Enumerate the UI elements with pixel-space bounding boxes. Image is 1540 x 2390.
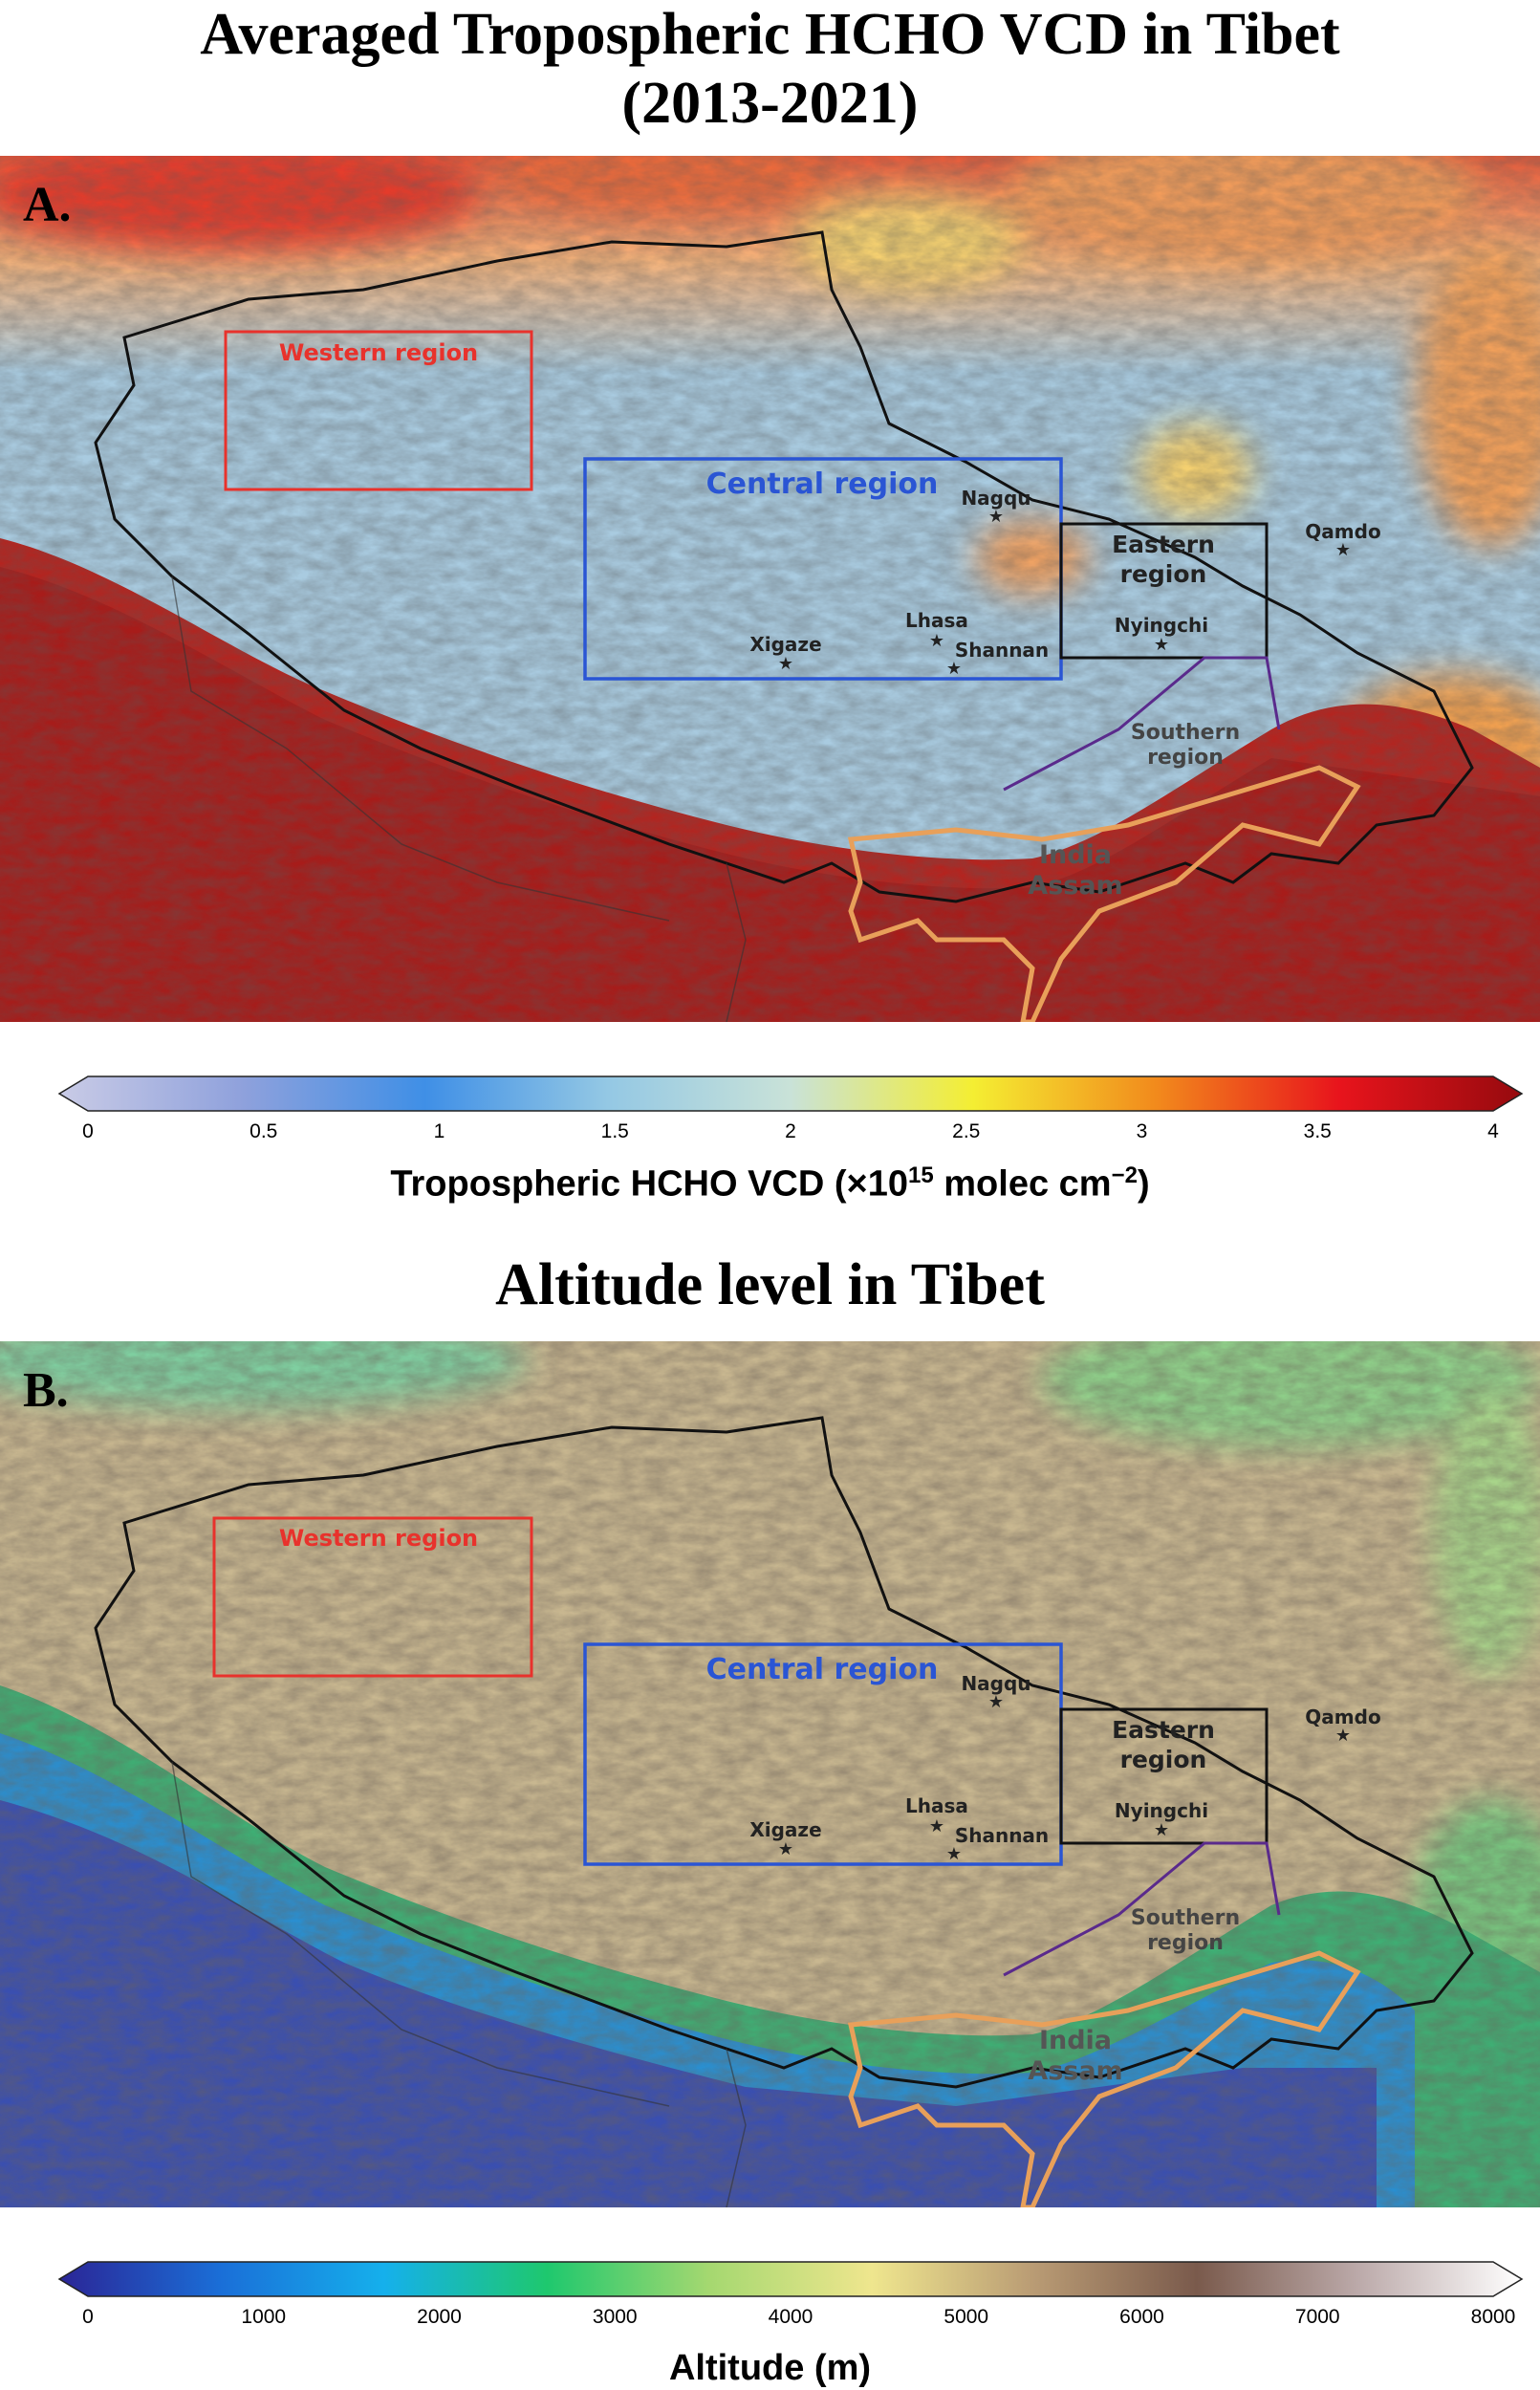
eastern-region-label-2: region bbox=[1120, 560, 1207, 588]
western-region-box bbox=[224, 330, 533, 491]
border-line bbox=[171, 576, 670, 922]
city-nagqu: Nagqu bbox=[961, 487, 1030, 510]
hcho-cb-title-exp2: −2 bbox=[1111, 1162, 1138, 1188]
central-region-label: Central region bbox=[706, 467, 939, 501]
border-line bbox=[171, 1761, 670, 2107]
altitude-map: Western region Central region Eastern re… bbox=[0, 1341, 1540, 2207]
city-qamdo: Qamdo bbox=[1305, 1706, 1380, 1728]
southern-region-outline bbox=[1003, 1841, 1281, 1977]
hcho-cb-title-prefix: Tropospheric HCHO VCD (×10 bbox=[390, 1163, 908, 1205]
altitude-colorbar-tick-label: 0 bbox=[82, 2306, 94, 2328]
southern-region-label-2: region bbox=[1147, 746, 1224, 770]
altitude-colorbar-tick-label: 3000 bbox=[592, 2306, 638, 2328]
city-nyingchi: Nyingchi bbox=[1115, 1799, 1208, 1822]
star-icon: ★ bbox=[1154, 635, 1169, 654]
southern-region-label-1: Southern bbox=[1131, 1906, 1240, 1930]
eastern-region-label-1: Eastern bbox=[1112, 531, 1215, 558]
hcho-cb-title-suffix: ) bbox=[1137, 1163, 1150, 1205]
hcho-colorbar-tick-label: 4 bbox=[1487, 1120, 1499, 1142]
india-assam-label-2: Assam bbox=[1028, 871, 1122, 901]
southern-region-outline bbox=[1003, 656, 1281, 792]
hcho-cb-title-mid: molec cm bbox=[933, 1163, 1112, 1205]
hcho-colorbar-tick-label: 3 bbox=[1136, 1120, 1148, 1142]
western-region-box bbox=[212, 1516, 533, 1678]
star-icon: ★ bbox=[946, 1844, 962, 1863]
city-shannan: Shannan bbox=[955, 1824, 1049, 1847]
hcho-colorbar-title: Tropospheric HCHO VCD (×1015 molec cm−2) bbox=[0, 1162, 1540, 1206]
panel-b-title: Altitude level in Tibet bbox=[495, 1252, 1045, 1317]
star-icon: ★ bbox=[1154, 1820, 1169, 1839]
southern-region-label-1: Southern bbox=[1131, 721, 1240, 745]
eastern-region-box bbox=[1059, 522, 1269, 660]
eastern-region-label-1: Eastern bbox=[1112, 1716, 1215, 1744]
hcho-colorbar-tick-label: 1.5 bbox=[600, 1120, 629, 1142]
central-region-label: Central region bbox=[706, 1653, 939, 1686]
star-icon: ★ bbox=[1335, 1726, 1351, 1745]
altitude-colorbar-tick-label: 7000 bbox=[1294, 2306, 1340, 2328]
city-nagqu: Nagqu bbox=[961, 1672, 1030, 1695]
altitude-relief-texture bbox=[0, 1341, 1540, 2207]
tibet-boundary bbox=[94, 1416, 1474, 2089]
hcho-colorbar-tick-label: 2 bbox=[785, 1120, 796, 1142]
city-lhasa: Lhasa bbox=[905, 609, 968, 632]
city-qamdo: Qamdo bbox=[1305, 520, 1380, 543]
star-icon: ★ bbox=[929, 1816, 944, 1836]
star-icon: ★ bbox=[946, 659, 962, 678]
western-region-label: Western region bbox=[279, 339, 478, 366]
panel-a-title-line1: Averaged Tropospheric HCHO VCD in Tibet bbox=[200, 2, 1340, 67]
hcho-colorbar-tick-label: 1 bbox=[433, 1120, 445, 1142]
star-icon: ★ bbox=[778, 1839, 793, 1858]
india-assam-label-1: India bbox=[1039, 2026, 1112, 2055]
altitude-colorbar-tick-label: 4000 bbox=[768, 2306, 813, 2328]
panel-a-label: A. bbox=[23, 178, 72, 232]
altitude-colorbar-tick-label: 5000 bbox=[944, 2306, 989, 2328]
city-shannan: Shannan bbox=[955, 639, 1049, 662]
hcho-colorbar: 0 0.5 1 1.5 2 2.5 3 3.5 4 bbox=[57, 1075, 1524, 1142]
hcho-relief-texture bbox=[0, 156, 1540, 1022]
panel-a-title-line2: (2013-2021) bbox=[621, 71, 919, 136]
india-assam-outline bbox=[847, 765, 1361, 1022]
altitude-colorbar-tick-label: 2000 bbox=[417, 2306, 462, 2328]
india-assam-outline bbox=[847, 1950, 1361, 2207]
hcho-colorbar-svg bbox=[57, 1076, 1524, 1112]
star-icon: ★ bbox=[929, 631, 944, 650]
border-line bbox=[726, 2048, 747, 2207]
southern-region-label-2: region bbox=[1147, 1931, 1224, 1955]
city-xigaze: Xigaze bbox=[749, 633, 821, 656]
city-xigaze: Xigaze bbox=[749, 1818, 821, 1841]
altitude-colorbar-tick-label: 8000 bbox=[1470, 2306, 1516, 2328]
india-assam-label-2: Assam bbox=[1028, 2056, 1122, 2086]
altitude-colorbar-tick-label: 6000 bbox=[1119, 2306, 1164, 2328]
border-line bbox=[726, 862, 747, 1022]
city-lhasa: Lhasa bbox=[905, 1794, 968, 1817]
altitude-colorbar-svg bbox=[57, 2261, 1524, 2297]
hcho-colorbar-tick-label: 2.5 bbox=[952, 1120, 981, 1142]
star-icon: ★ bbox=[988, 507, 1004, 526]
tibet-boundary bbox=[94, 230, 1474, 903]
hcho-colorbar-tick-label: 3.5 bbox=[1303, 1120, 1332, 1142]
eastern-region-label-2: region bbox=[1120, 1746, 1207, 1773]
panel-a-title: Averaged Tropospheric HCHO VCD in Tibet … bbox=[0, 0, 1540, 138]
eastern-region-box bbox=[1059, 1707, 1269, 1845]
star-icon: ★ bbox=[988, 1692, 1004, 1711]
hcho-map-svg: Western region Central region Eastern re… bbox=[0, 156, 1540, 1022]
hcho-map: Western region Central region Eastern re… bbox=[0, 156, 1540, 1022]
panel-b-label: B. bbox=[23, 1363, 69, 1418]
altitude-colorbar-title: Altitude (m) bbox=[668, 2348, 872, 2388]
hcho-colorbar-ramp bbox=[57, 1076, 1524, 1112]
altitude-colorbar-ramp bbox=[57, 2261, 1524, 2297]
india-assam-label-1: India bbox=[1039, 840, 1112, 870]
star-icon: ★ bbox=[1335, 540, 1351, 559]
hcho-colorbar-tick-label: 0.5 bbox=[249, 1120, 278, 1142]
hcho-colorbar-tick-label: 0 bbox=[82, 1120, 94, 1142]
western-region-label: Western region bbox=[279, 1525, 478, 1552]
hcho-cb-title-exp: 15 bbox=[908, 1162, 934, 1188]
altitude-colorbar-tick-label: 1000 bbox=[241, 2306, 287, 2328]
altitude-colorbar: 0 1000 2000 3000 4000 5000 6000 7000 8000 bbox=[57, 2260, 1524, 2328]
city-nyingchi: Nyingchi bbox=[1115, 614, 1208, 637]
star-icon: ★ bbox=[778, 654, 793, 673]
altitude-map-svg: Western region Central region Eastern re… bbox=[0, 1341, 1540, 2207]
